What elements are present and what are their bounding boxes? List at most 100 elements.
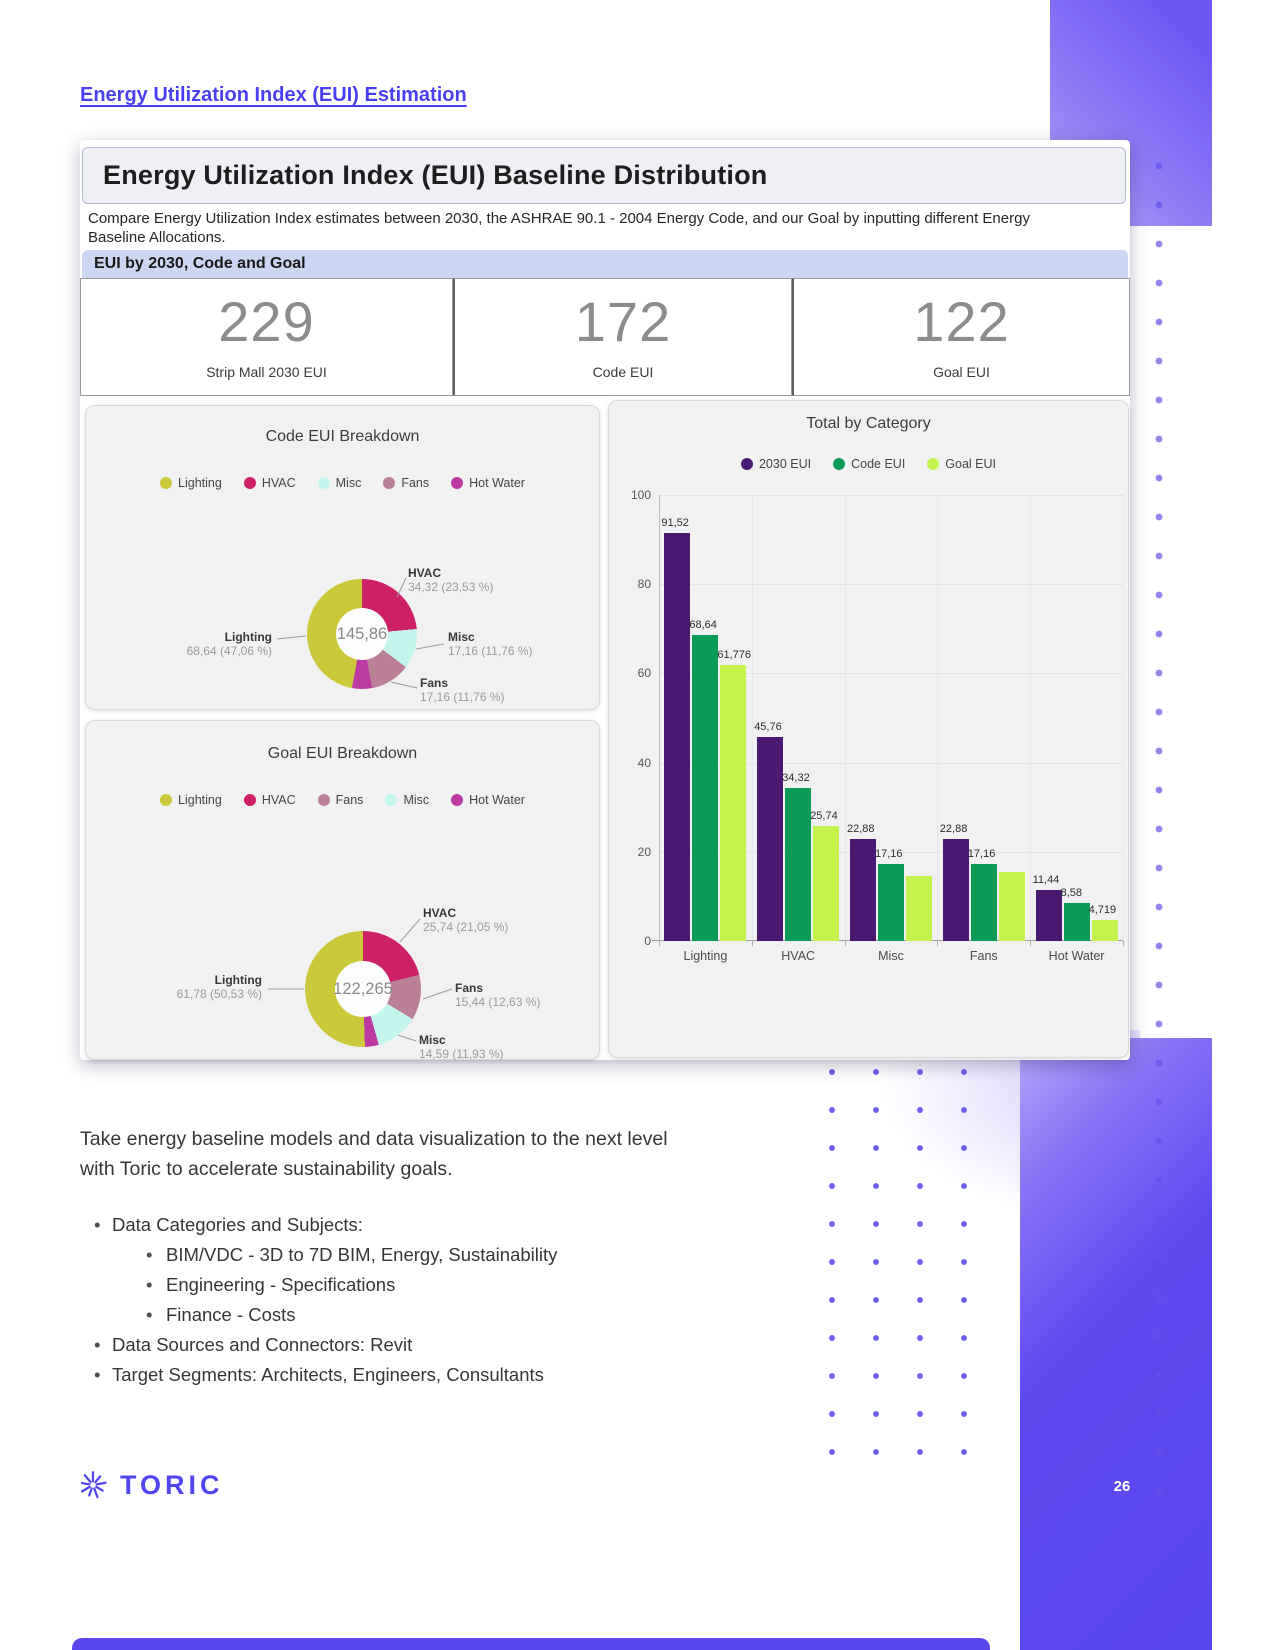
legend-label: HVAC — [261, 793, 296, 807]
donut-callout-lighting: Lighting 68,64 (47,06 %) — [187, 630, 272, 658]
legend-label: Hot Water — [469, 476, 525, 490]
bullet-marker: • — [146, 1244, 153, 1265]
donut-callout-name: Lighting — [224, 630, 272, 644]
stat-value: 122 — [913, 290, 1010, 353]
bullet-text: BIM/VDC - 3D to 7D BIM, Energy, Sustaina… — [166, 1244, 558, 1265]
legend-swatch-lighting — [160, 477, 173, 489]
x-axis-tick — [1030, 941, 1032, 946]
legend-item-hvac: HVAC — [243, 476, 296, 490]
stat-label: Code EUI — [592, 364, 654, 380]
legend-label: Fans — [401, 476, 430, 490]
donut-callout-name: Misc — [448, 630, 475, 644]
y-axis-tick-label: 60 — [637, 666, 651, 681]
donut-callout-name: HVAC — [408, 566, 442, 580]
gridline — [659, 584, 1123, 586]
sub-bullet-list: • BIM/VDC - 3D to 7D BIM, Energy, Sustain… — [112, 1240, 690, 1330]
code-eui-donut-chart: Code EUI Breakdown Lighting HVAC Misc Fans H… — [85, 405, 600, 710]
donut-callout-fans: Fans 17,16 (11,76 %) — [420, 676, 505, 704]
sub-bullet-item: • BIM/VDC - 3D to 7D BIM, Energy, Sustain… — [130, 1240, 690, 1270]
chart-title: Total by Category — [806, 415, 931, 432]
donut-callout-misc: Misc 14,59 (11,93 %) — [419, 1033, 504, 1061]
chart-legend: Lighting HVAC Fans Misc Hot Water — [86, 793, 599, 807]
bullet-text: Data Sources and Connectors: Revit — [112, 1334, 413, 1355]
bar-value-label: 61,776 — [717, 649, 752, 662]
donut-callout-name: Lighting — [214, 973, 262, 987]
stat-card-2030-eui: 229 Strip Mall 2030 EUI — [80, 278, 453, 396]
donut-callout-name: Fans — [455, 981, 484, 995]
legend-label: Lighting — [178, 476, 222, 490]
x-axis-tick — [937, 941, 939, 946]
bar-2030-eui-hvac — [757, 736, 784, 941]
x-axis-tick — [1123, 941, 1124, 946]
bar-code-eui-hot-water — [1063, 902, 1090, 941]
legend-item-hot-water: Hot Water — [451, 793, 525, 807]
bar-plot-area: 0 20 40 60 80 100 91,52 68,64 61,776 Lighting 45,7… — [631, 488, 1124, 963]
bullet-text: Finance - Costs — [166, 1304, 296, 1325]
legend-swatch-hvac — [243, 794, 256, 806]
bar-code-eui-misc — [878, 864, 904, 941]
dashboard-title: Energy Utilization Index (EUI) Baseline … — [82, 147, 1126, 204]
bar-code-eui-fans — [970, 864, 997, 941]
legend-label: Lighting — [178, 793, 222, 807]
bar-goal-eui-misc — [906, 875, 932, 941]
legend-swatch-hot-water — [451, 794, 464, 806]
stat-label: Goal EUI — [933, 364, 990, 380]
bullet-text: Engineering - Specifications — [166, 1274, 396, 1295]
chart-title: Code EUI Breakdown — [265, 428, 420, 445]
y-axis-tick-label: 100 — [630, 488, 651, 502]
bullet-marker: • — [94, 1214, 101, 1235]
band-dot-pattern — [1146, 156, 1172, 1506]
gridline — [1123, 495, 1124, 941]
dashboard-screenshot: Energy Utilization Index (EUI) Baseline … — [80, 140, 1130, 1061]
x-axis-category-label: Fans — [969, 949, 998, 963]
bar-value-label: 22,88 — [939, 822, 968, 835]
legend-item-misc: Misc — [385, 793, 429, 807]
donut-callout-value: 17,16 (11,76 %) — [420, 690, 505, 704]
bar-value-label: 11,44 — [1032, 873, 1060, 886]
legend-item-2030-eui: 2030 EUI — [740, 457, 811, 471]
donut-callout-hvac: HVAC 34,32 (23,53 %) — [408, 566, 493, 594]
legend-label: Misc — [335, 476, 362, 490]
dot-grid-pattern — [822, 1062, 1000, 1462]
stat-card-goal-eui: 122 Goal EUI — [792, 278, 1130, 396]
purple-band-bottom — [1020, 1038, 1212, 1650]
donut-callout-value: 17,16 (11,76 %) — [448, 644, 533, 658]
y-axis-tick-label: 40 — [637, 755, 651, 770]
section-header: EUI by 2030, Code and Goal — [82, 250, 1128, 278]
bar-goal-eui-fans — [998, 872, 1025, 941]
gridline — [751, 495, 753, 941]
donut-callout-fans: Fans 15,44 (12,63 %) — [455, 981, 540, 1009]
body-paragraph: Take energy baseline models and data vis… — [80, 1128, 668, 1180]
toric-logo-text: TORIC — [120, 1469, 224, 1500]
bar-code-eui-hvac — [785, 787, 812, 941]
bar-value-label: 4,719 — [1088, 903, 1117, 916]
bar-goal-eui-lighting — [720, 665, 747, 941]
page-title-link[interactable]: Energy Utilization Index (EUI) Estimatio… — [80, 84, 467, 106]
stat-value: 172 — [574, 290, 672, 353]
x-axis-category-label: Lighting — [683, 949, 728, 963]
donut-callout-value: 61,78 (50,53 %) — [176, 987, 262, 1001]
bullet-list: • Data Categories and Subjects: • BIM/VDC -… — [80, 1210, 690, 1390]
x-axis-category-label: Misc — [878, 949, 904, 963]
sub-bullet-item: • Finance - Costs — [130, 1300, 690, 1330]
legend-item-fans: Fans — [383, 476, 429, 490]
total-by-category-bar-chart: Total by Category 2030 EUI Code EUI Goal E… — [608, 400, 1129, 1058]
legend-label: Hot Water — [469, 793, 525, 807]
legend-label: Goal EUI — [945, 457, 997, 471]
y-axis-tick-label: 20 — [637, 844, 651, 859]
donut-callout-value: 68,64 (47,06 %) — [186, 644, 272, 658]
y-axis-tick-label: 80 — [637, 577, 651, 592]
bar-2030-eui-fans — [942, 838, 969, 941]
next-section-edge — [72, 1638, 990, 1650]
bar-2030-eui-misc — [850, 838, 876, 941]
bullet-marker: • — [146, 1304, 153, 1325]
donut-center-value: 122,265 — [333, 961, 393, 1017]
x-axis-tick — [751, 941, 753, 946]
page-number: 26 — [1113, 1478, 1131, 1495]
bar-code-eui-lighting — [692, 634, 719, 941]
x-axis-tick — [659, 941, 660, 946]
legend-item-hvac: HVAC — [243, 793, 296, 807]
x-axis-category-label: Hot Water — [1048, 949, 1105, 963]
gridline — [659, 762, 1123, 764]
bar-value-label: 68,64 — [689, 618, 717, 631]
